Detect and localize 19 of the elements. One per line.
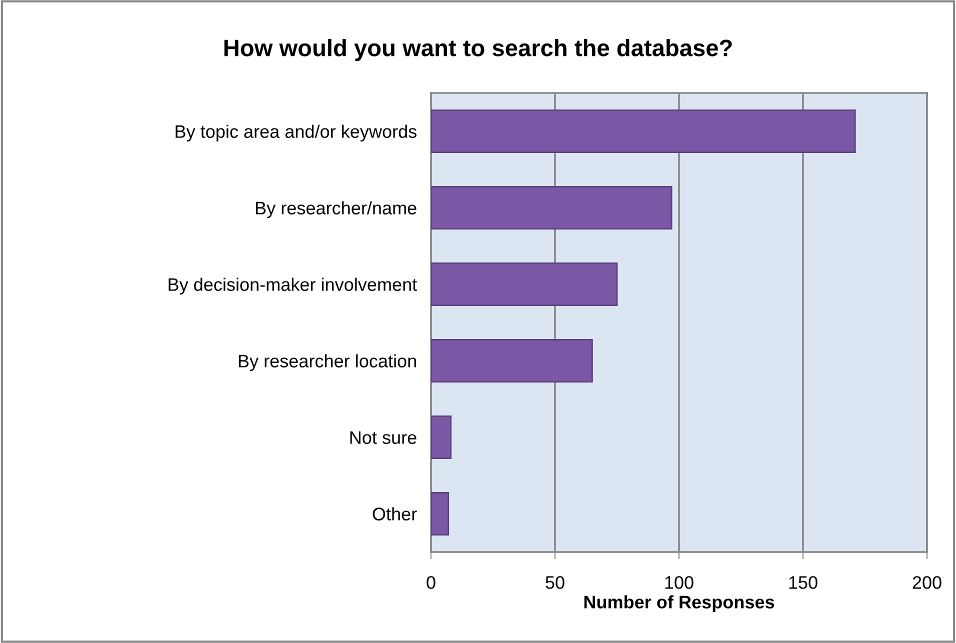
y-tick-label: By researcher location [238,354,416,372]
x-tick-label: 0 [426,576,436,589]
bar [431,186,672,230]
x-tick-label: 200 [912,576,942,589]
bar [431,492,450,536]
x-tick-label: 150 [789,576,818,589]
bar [431,262,618,306]
bar [431,339,593,382]
x-axis-title: Number of Responses [584,595,774,612]
y-tick-label: By researcher/name [256,201,416,218]
bar [431,110,856,153]
x-tick-label: 50 [546,576,564,589]
x-tick-label: 100 [665,576,694,589]
y-tick-label: By topic area and/or keywords [176,124,416,142]
y-tick-label: By decision-maker involvement [168,278,417,295]
chart-title: How would you want to search the database? [224,38,732,62]
bar [431,416,452,459]
y-tick-label: Other [372,507,417,520]
y-tick-label: Not sure [350,431,416,444]
